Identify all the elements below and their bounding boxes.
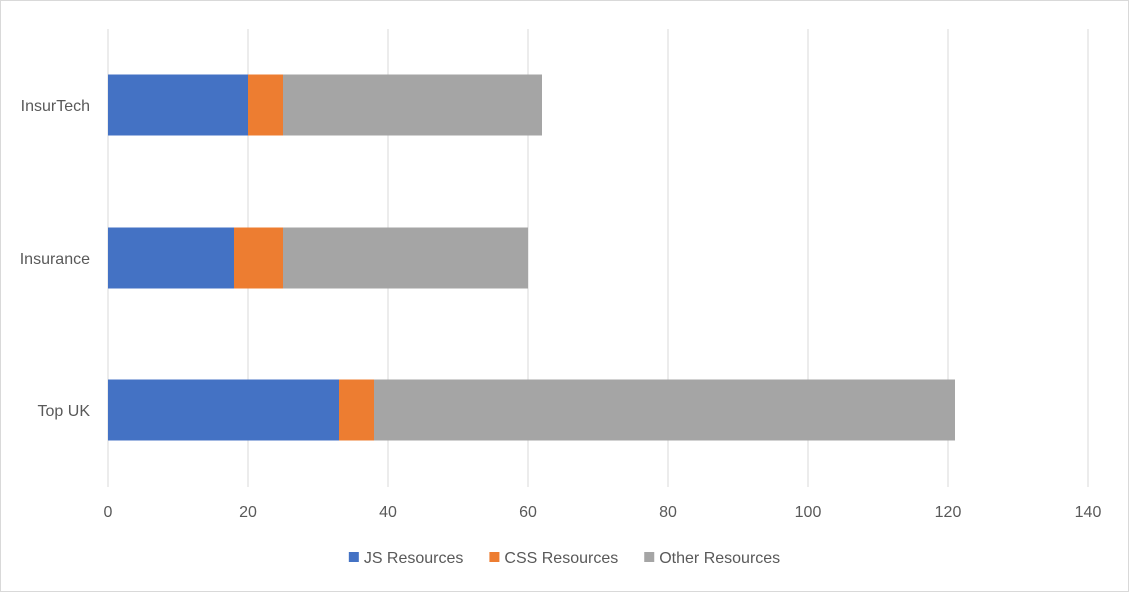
bar-top-uk-other-resources: [374, 379, 955, 441]
value-axis: 0 20 40 60 80 100 120 140: [104, 504, 1102, 521]
legend: JS Resources CSS Resources Other Resources: [348, 550, 780, 567]
bar-insurtech-css-resources: [248, 74, 283, 136]
x-tick-label: 120: [935, 504, 962, 521]
bar-insurance-other-resources: [283, 227, 528, 289]
category-label: InsurTech: [21, 98, 90, 115]
category-label: Insurance: [20, 251, 90, 268]
bars: [108, 74, 955, 441]
legend-label: Other Resources: [659, 550, 780, 567]
x-tick-label: 60: [519, 504, 537, 521]
x-tick-label: 100: [795, 504, 822, 521]
x-tick-label: 80: [659, 504, 677, 521]
legend-swatch-other-resources: [644, 552, 655, 562]
bar-insurtech-js-resources: [108, 74, 248, 136]
bar-insurtech-other-resources: [283, 74, 542, 136]
bar-top-uk-js-resources: [108, 379, 339, 441]
x-tick-label: 140: [1075, 504, 1102, 521]
x-tick-label: 20: [239, 504, 257, 521]
x-tick-label: 40: [379, 504, 397, 521]
legend-label: CSS Resources: [504, 550, 618, 567]
legend-swatch-js-resources: [348, 552, 359, 562]
x-tick-label: 0: [104, 504, 113, 521]
legend-label: JS Resources: [364, 550, 464, 567]
category-axis: InsurTech Insurance Top UK: [20, 98, 91, 420]
bar-insurance-css-resources: [234, 227, 283, 289]
legend-swatch-css-resources: [489, 552, 500, 562]
bar-insurance-js-resources: [108, 227, 234, 289]
bar-top-uk-css-resources: [339, 379, 374, 441]
category-label: Top UK: [38, 403, 91, 420]
